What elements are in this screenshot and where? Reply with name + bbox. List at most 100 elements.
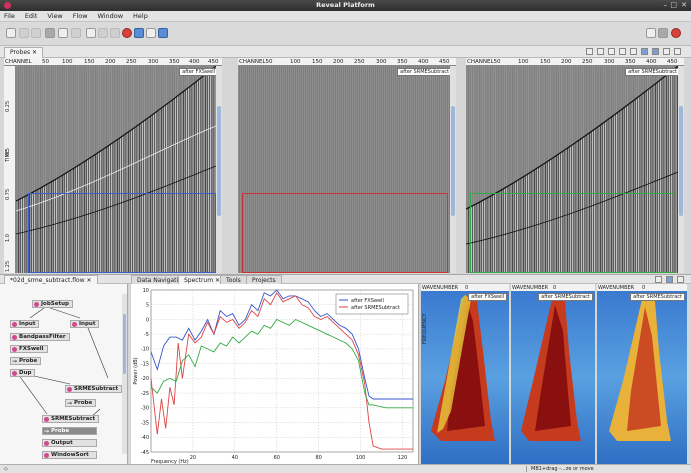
navigate-icon[interactable]	[58, 28, 68, 38]
perspective-b-icon[interactable]	[671, 28, 681, 38]
fk-energy-wedge	[431, 295, 495, 441]
probe-label: after SRMESubtract	[625, 68, 680, 76]
legend-entry: after FXSwell	[351, 298, 384, 304]
selection-box[interactable]	[242, 193, 448, 273]
y-tick-label: -30	[141, 406, 149, 412]
series-line-2	[150, 292, 413, 450]
pan-icon[interactable]	[608, 48, 615, 55]
flow-node-dup[interactable]: Dup	[10, 369, 36, 377]
select-icon[interactable]	[641, 48, 648, 55]
perspective-a-icon[interactable]	[658, 28, 668, 38]
wavenumber-axis: WAVENUMBER 0	[421, 284, 509, 291]
status-icon: ◇	[4, 466, 8, 472]
tab-probes[interactable]: Probes ✕	[4, 47, 44, 58]
probe-view-icon[interactable]	[134, 28, 144, 38]
y-tick-label: -35	[141, 420, 149, 426]
fk-toggle-icon[interactable]	[666, 276, 673, 283]
run-icon[interactable]	[122, 28, 132, 38]
menu-flow[interactable]: Flow	[72, 12, 88, 20]
menu-help[interactable]: Help	[133, 12, 148, 20]
vertical-scrollbar[interactable]	[678, 66, 684, 273]
fk-panel-3[interactable]: WAVENUMBER 0 after SRMESubtract	[597, 284, 687, 464]
flow-node-fxswell[interactable]: FXSwell	[10, 345, 48, 353]
selection-box[interactable]	[470, 193, 676, 273]
y-tick-label: -40	[141, 435, 149, 441]
status-hint: MB1+drag -...ze or move	[526, 466, 594, 472]
menu-bar: File Edit View Flow Window Help	[0, 11, 691, 22]
bottom-tab-bar: *02d_srme_subtract.flow ✕ Data Navigatio…	[0, 274, 691, 286]
flow-node-jobsetup[interactable]: JobSetup	[32, 300, 73, 308]
minimize-view-icon[interactable]	[674, 48, 681, 55]
menu-view[interactable]: View	[47, 12, 63, 20]
app-icon	[4, 2, 11, 9]
close-icon[interactable]: ✕	[681, 1, 687, 9]
probe-pane-3[interactable]: CHANNEL50 100 150 200 250 300 350 400 45…	[466, 58, 684, 273]
x-tick-label: 40	[232, 455, 238, 461]
flow-node-srmesubtract[interactable]: SRMESubtract	[65, 385, 123, 393]
spectrum-icon[interactable]	[146, 28, 156, 38]
tab-projects[interactable]: Projects	[246, 275, 282, 286]
y-tick-label: -20	[141, 376, 149, 382]
flow-scrollbar[interactable]	[122, 294, 127, 454]
probe-pane-2[interactable]: CHANNEL50 100 150 200 250 300 350 400 45…	[238, 58, 456, 273]
x-tick-label: 120	[398, 455, 408, 461]
save-all-icon[interactable]	[31, 28, 41, 38]
fk-panel-2[interactable]: WAVENUMBER 0 after SRMESubtract	[511, 284, 595, 464]
fk-probe-label: after FXSwell	[468, 293, 507, 301]
vertical-scrollbar[interactable]	[450, 66, 456, 273]
window-title: Reveal Platform	[316, 1, 375, 9]
tab-flow-editor[interactable]: *02d_srme_subtract.flow ✕	[4, 275, 98, 286]
menu-window[interactable]: Window	[97, 12, 124, 20]
flow-node-probe[interactable]: → Probe	[10, 357, 42, 365]
spectrum-toggle-icon[interactable]	[655, 276, 662, 283]
vertical-scrollbar[interactable]	[216, 66, 222, 273]
legend-box	[335, 293, 409, 315]
y-tick-label: -5	[144, 332, 149, 338]
maximize-icon[interactable]: □	[670, 1, 677, 9]
minimize-icon[interactable]: –	[663, 1, 668, 9]
x-tick-label: 20	[190, 455, 196, 461]
main-toolbar	[0, 22, 691, 46]
flow-node-windowsort[interactable]: WindowSort	[42, 451, 97, 459]
probe-pane-1[interactable]: CHANNEL 50 100 150 200 250 300 350 400 4…	[4, 58, 222, 273]
open-perspective-icon[interactable]	[646, 28, 656, 38]
title-bar: Reveal Platform – □ ✕	[0, 0, 691, 11]
flow-node-probe[interactable]: → Probe	[65, 399, 97, 407]
spectrum-view[interactable]: 10 5 0 -5 -10 -15 -20 -25 -30 -35 -40 -45 20 40 60 80 10…	[131, 284, 419, 465]
view-menu-icon[interactable]	[663, 48, 670, 55]
flow-node-srmesubtract[interactable]: SRMESubtract	[42, 415, 100, 423]
x-tick-label: 80	[315, 455, 321, 461]
flow-node-bandpassfilter[interactable]: BandpassFilter	[10, 333, 70, 341]
print-icon[interactable]	[45, 28, 55, 38]
x-tick-label: 100	[356, 455, 366, 461]
new-file-icon[interactable]	[6, 28, 16, 38]
channel-axis: CHANNEL50 100 150 200 250 300 350 400 45…	[238, 58, 456, 66]
selection-box[interactable]	[28, 193, 216, 273]
step-icon[interactable]	[98, 28, 108, 38]
pick-icon[interactable]	[630, 48, 637, 55]
flow-node-probe-selected[interactable]: → Probe	[42, 427, 97, 435]
probe-label: after SRMESubtract	[397, 68, 452, 76]
pause-icon[interactable]	[110, 28, 120, 38]
flow-editor[interactable]: JobSetup Input Input BandpassFilter FXSw…	[0, 284, 128, 464]
flow-node-input[interactable]: Input	[70, 320, 100, 328]
fk-panel-1[interactable]: WAVENUMBER 0 FREQUENCY after FXSwell	[421, 284, 509, 464]
wavenumber-axis: WAVENUMBER 0	[511, 284, 595, 291]
link-icon[interactable]	[652, 48, 659, 55]
flow-node-output[interactable]: Output	[42, 439, 97, 447]
flow-node-input[interactable]: Input	[10, 320, 40, 328]
pin-icon[interactable]	[86, 28, 96, 38]
y-tick-label: -25	[141, 391, 149, 397]
menu-edit[interactable]: Edit	[24, 12, 38, 20]
back-icon[interactable]	[71, 28, 81, 38]
zoom-icon[interactable]	[597, 48, 604, 55]
seismic-traces	[238, 66, 450, 273]
pointer-icon[interactable]	[619, 48, 626, 55]
menu-file[interactable]: File	[4, 12, 15, 20]
pencil-icon[interactable]	[586, 48, 593, 55]
display-icon[interactable]	[158, 28, 168, 38]
save-icon[interactable]	[19, 28, 29, 38]
fk-probe-label: after SRMESubtract	[538, 293, 593, 301]
y-axis-label: Power (dB)	[133, 357, 139, 384]
panel-menu-icon[interactable]	[677, 276, 684, 283]
